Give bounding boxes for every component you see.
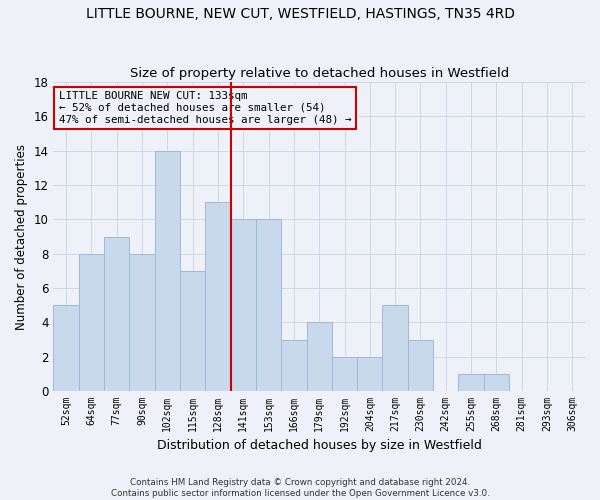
Bar xyxy=(155,150,180,391)
Bar xyxy=(458,374,484,391)
Bar xyxy=(205,202,230,391)
Bar xyxy=(79,254,104,391)
Bar xyxy=(357,356,382,391)
Bar xyxy=(484,374,509,391)
Bar xyxy=(256,220,281,391)
Bar xyxy=(382,305,408,391)
Bar xyxy=(104,236,130,391)
Text: LITTLE BOURNE NEW CUT: 133sqm
← 52% of detached houses are smaller (54)
47% of s: LITTLE BOURNE NEW CUT: 133sqm ← 52% of d… xyxy=(59,92,351,124)
Bar xyxy=(332,356,357,391)
X-axis label: Distribution of detached houses by size in Westfield: Distribution of detached houses by size … xyxy=(157,440,482,452)
Text: LITTLE BOURNE, NEW CUT, WESTFIELD, HASTINGS, TN35 4RD: LITTLE BOURNE, NEW CUT, WESTFIELD, HASTI… xyxy=(86,8,515,22)
Bar xyxy=(180,271,205,391)
Text: Contains HM Land Registry data © Crown copyright and database right 2024.
Contai: Contains HM Land Registry data © Crown c… xyxy=(110,478,490,498)
Bar xyxy=(281,340,307,391)
Bar xyxy=(130,254,155,391)
Bar xyxy=(230,220,256,391)
Bar xyxy=(307,322,332,391)
Title: Size of property relative to detached houses in Westfield: Size of property relative to detached ho… xyxy=(130,66,509,80)
Y-axis label: Number of detached properties: Number of detached properties xyxy=(15,144,28,330)
Bar xyxy=(53,305,79,391)
Bar xyxy=(408,340,433,391)
